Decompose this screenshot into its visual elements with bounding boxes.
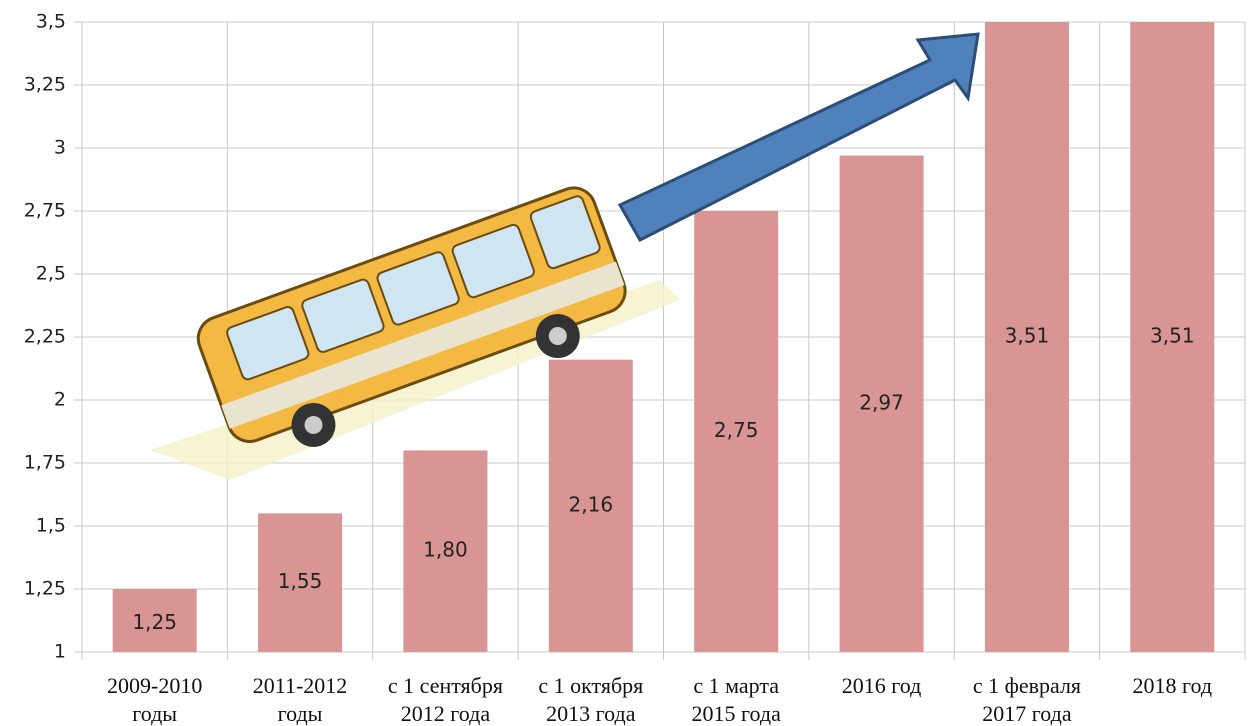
y-tick-label: 3: [54, 137, 66, 159]
data-label: 1,55: [278, 569, 323, 593]
y-tick-label: 3,5: [36, 11, 66, 33]
y-tick-label: 2,75: [24, 200, 66, 222]
bar: [548, 359, 633, 652]
x-tick-label: 2017 года: [982, 701, 1072, 726]
y-tick-label: 1: [54, 641, 66, 663]
data-label: 2,75: [714, 418, 759, 442]
bar: [839, 155, 924, 652]
x-tick-label: с 1 февраля: [973, 673, 1081, 698]
bar: [1130, 22, 1215, 653]
y-tick-label: 2: [54, 389, 66, 411]
x-tick-label: 2016 год: [842, 673, 922, 698]
labels: 1 1,25 1,5 1,75 2 2,25 2,5 2,75 3 3,25 3,5 1,25 2009…: [24, 11, 1212, 726]
illustration: [150, 32, 980, 480]
x-tick-label: годы: [278, 701, 323, 726]
y-tick-label: 1,75: [24, 452, 66, 474]
x-tick-label: 2011-2012: [253, 673, 348, 698]
data-label: 2,97: [859, 390, 904, 414]
x-tick-label: 2015 года: [692, 701, 782, 726]
x-tick-label: 2018 год: [1133, 673, 1213, 698]
data-label: 3,51: [1150, 324, 1195, 348]
y-tick-label: 1,25: [24, 578, 66, 600]
bar: [694, 211, 779, 652]
y-tick-label: 2,25: [24, 326, 66, 348]
x-tick-label: с 1 сентября: [388, 673, 503, 698]
data-label: 2,16: [569, 492, 614, 516]
data-label: 1,25: [132, 610, 177, 634]
data-label: 1,80: [423, 538, 468, 562]
y-tick-label: 2,5: [36, 263, 66, 285]
y-tick-label: 3,25: [24, 74, 66, 96]
bar: [984, 22, 1069, 653]
bar: [112, 589, 197, 652]
data-label: 3,51: [1005, 324, 1050, 348]
x-tick-label: годы: [132, 701, 177, 726]
x-tick-label: с 1 марта: [693, 673, 779, 698]
x-tick-label: с 1 октября: [538, 673, 643, 698]
bar: [403, 450, 488, 652]
arrow: [617, 32, 980, 242]
x-tick-label: 2009-2010: [107, 673, 202, 698]
x-tick-label: 2013 года: [546, 701, 636, 726]
y-tick-label: 1,5: [36, 515, 66, 537]
bus: [196, 186, 627, 447]
bar: [258, 513, 343, 652]
bars: [112, 22, 1215, 653]
x-tick-label: 2012 года: [401, 701, 491, 726]
